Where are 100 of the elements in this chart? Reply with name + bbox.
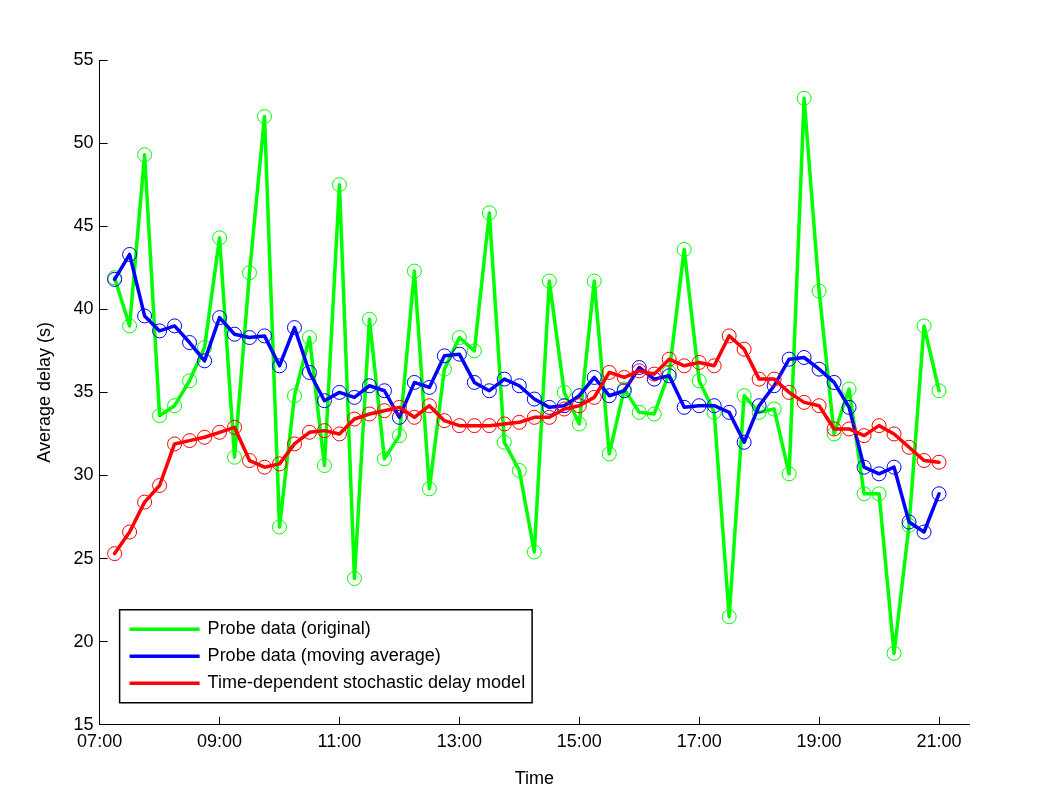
x-tick-label: 13:00: [436, 730, 482, 751]
point: [271, 358, 287, 374]
point: [137, 308, 153, 324]
point: [736, 341, 752, 357]
point: [646, 366, 662, 382]
point: [152, 477, 168, 493]
point: [421, 379, 437, 395]
point: [571, 398, 587, 414]
point: [661, 351, 677, 367]
point: [122, 318, 138, 334]
y-axis-title: Average delay (s): [33, 322, 54, 463]
point: [286, 320, 302, 336]
y-tick-label: 50: [73, 132, 94, 153]
point: [691, 373, 707, 389]
point: [631, 404, 647, 420]
y-tick-label: 30: [73, 464, 94, 485]
point: [391, 399, 407, 415]
point: [286, 436, 302, 452]
point: [286, 388, 302, 404]
point: [811, 283, 827, 299]
point: [751, 371, 767, 387]
point: [436, 413, 452, 429]
point: [721, 328, 737, 344]
x-tick-label: 19:00: [796, 730, 842, 751]
point: [406, 409, 422, 425]
point: [361, 378, 377, 394]
point: [841, 421, 857, 437]
point: [901, 439, 917, 455]
point: [736, 388, 752, 404]
point: [167, 318, 183, 334]
x-axis-title: Time: [514, 768, 554, 789]
point: [122, 524, 138, 540]
point: [257, 328, 272, 344]
point: [227, 419, 243, 435]
point: [227, 326, 243, 342]
point: [316, 393, 332, 409]
point: [451, 346, 467, 362]
point: [766, 371, 782, 387]
point: [661, 364, 677, 380]
point: [541, 409, 557, 425]
point: [586, 369, 602, 385]
point: [676, 358, 692, 374]
point: [886, 459, 902, 475]
point: [601, 388, 617, 404]
y-tick-label: 45: [73, 215, 94, 236]
point: [736, 434, 752, 450]
point: [421, 481, 437, 497]
point: [466, 418, 482, 434]
point: [481, 383, 497, 399]
point: [197, 353, 213, 369]
point: [496, 434, 512, 450]
point: [182, 335, 198, 351]
point: [616, 369, 632, 385]
point: [541, 273, 557, 289]
point: [781, 466, 797, 482]
point: [706, 358, 722, 374]
point: [466, 343, 482, 359]
point: [361, 311, 377, 327]
point: [197, 429, 213, 445]
point: [916, 318, 932, 334]
point: [676, 241, 692, 257]
point: [242, 453, 258, 469]
point: [856, 459, 872, 475]
point: [257, 459, 272, 475]
point: [137, 147, 153, 163]
point: [631, 359, 647, 375]
point: [511, 463, 527, 479]
point: [526, 391, 542, 407]
point: [856, 486, 872, 502]
point: [931, 454, 947, 470]
point: [301, 364, 317, 380]
point: [212, 424, 228, 440]
point: [331, 384, 347, 400]
point: [212, 230, 228, 246]
legend-label: Probe data (moving average): [207, 645, 441, 666]
point: [526, 544, 542, 560]
point: [826, 421, 842, 437]
point: [571, 416, 587, 432]
point: [152, 323, 168, 339]
point: [376, 451, 392, 467]
point: [242, 330, 258, 346]
point: [661, 368, 677, 384]
point: [376, 403, 392, 419]
point: [601, 364, 617, 380]
point: [631, 363, 647, 379]
point: [182, 373, 198, 389]
point: [916, 453, 932, 469]
point: [421, 398, 437, 414]
point: [811, 398, 827, 414]
point: [886, 426, 902, 442]
point: [167, 398, 183, 414]
point: [496, 371, 512, 387]
legend-label: Probe data (original): [207, 618, 371, 639]
point: [436, 348, 452, 364]
point: [271, 519, 287, 535]
point: [511, 414, 527, 430]
y-tick-label: 35: [73, 381, 94, 402]
point: [346, 411, 362, 427]
point: [242, 265, 258, 281]
point: [182, 433, 198, 449]
